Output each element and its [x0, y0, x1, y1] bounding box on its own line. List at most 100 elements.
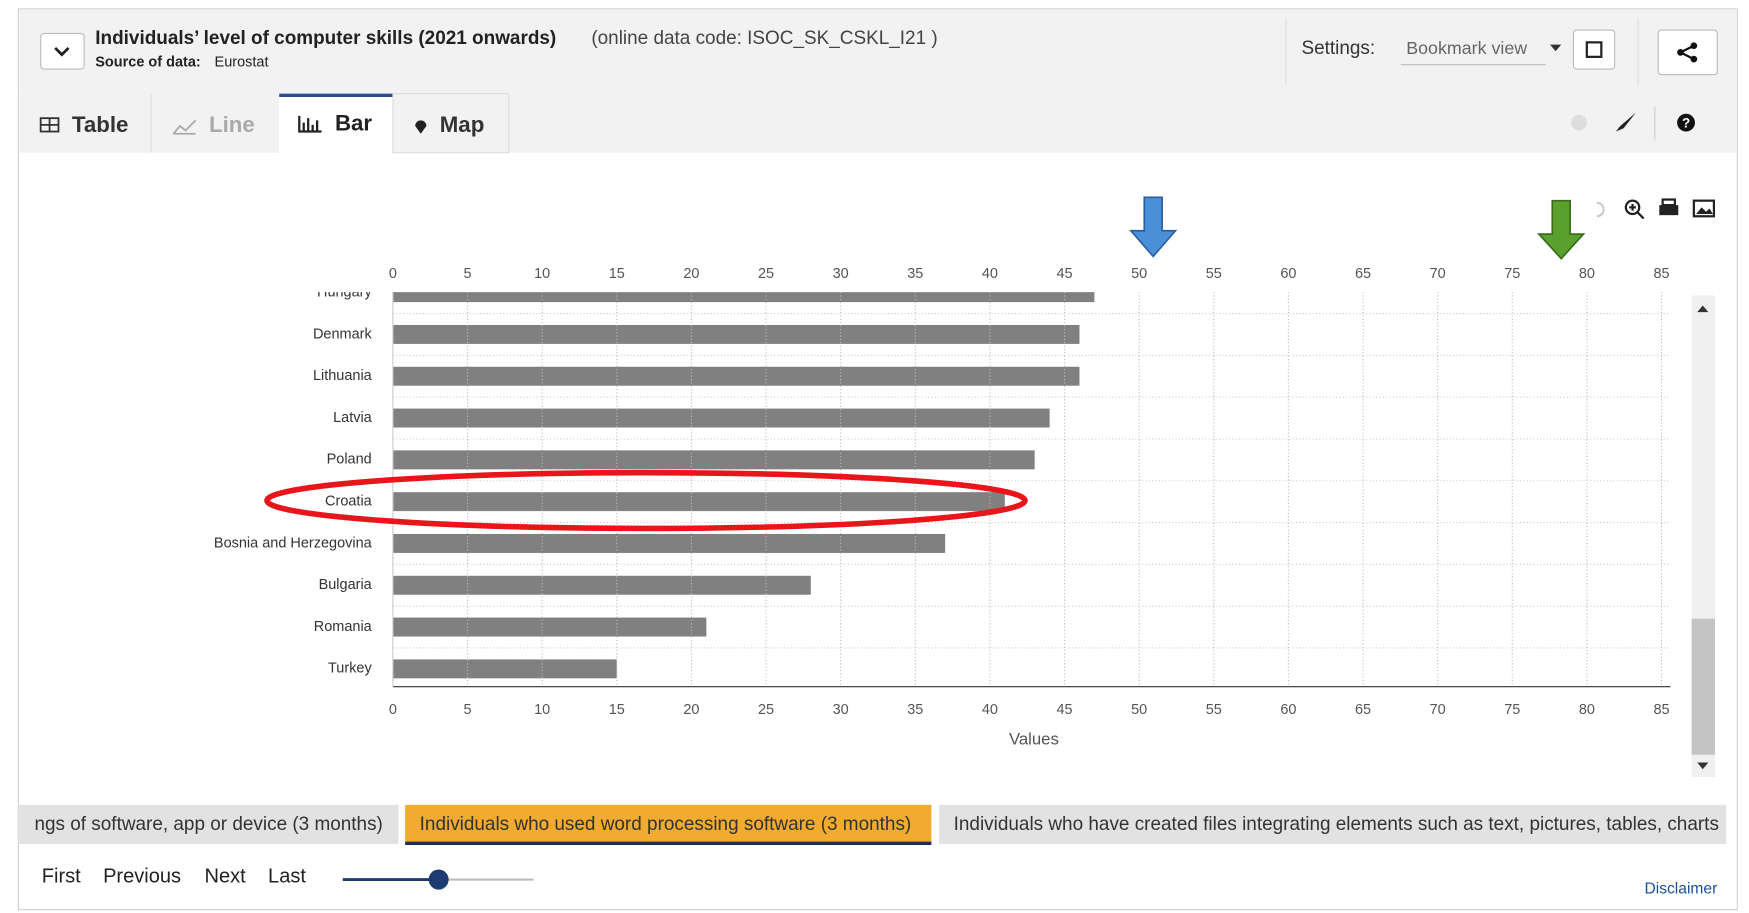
y-tick-label: Denmark — [313, 326, 373, 342]
x-tick-label: 35 — [907, 702, 923, 718]
x-tick-label: 30 — [833, 702, 849, 718]
x-tick-label: 5 — [464, 702, 472, 718]
dataset-tab[interactable] — [18, 804, 399, 844]
y-tick-label: Turkey — [328, 661, 372, 677]
tab-bar — [19, 93, 1737, 153]
slider-knob[interactable] — [428, 869, 449, 890]
x-tick-label: 40 — [982, 702, 998, 718]
bar — [392, 324, 1080, 344]
data-code: (online data code: ISOC_SK_CSKL_I21 ) — [591, 28, 937, 49]
dropdown-icon — [1550, 44, 1562, 52]
bar — [392, 492, 1005, 512]
dataset-tab-label[interactable]: Individuals who have created files integ… — [954, 814, 1719, 835]
help-icon[interactable] — [1677, 113, 1695, 132]
settings-select[interactable]: Bookmark view — [1406, 38, 1527, 58]
x-tick-label: 15 — [609, 266, 625, 282]
save-button[interactable] — [1572, 29, 1616, 70]
x-tick-label: 15 — [609, 702, 625, 718]
x-tick-label: 85 — [1653, 266, 1669, 282]
scroll-up[interactable] — [1697, 305, 1709, 313]
bar — [392, 292, 1095, 303]
y-tick-label: Croatia — [325, 493, 373, 509]
blue-arrow — [1129, 196, 1178, 258]
disclaimer-link[interactable]: Disclaimer — [1644, 881, 1717, 898]
undo-icon[interactable] — [1596, 201, 1605, 218]
dataset-tab-active[interactable] — [405, 804, 932, 844]
x-tick-label: 25 — [758, 266, 774, 282]
x-tick-label: 20 — [683, 702, 699, 718]
brush-icon[interactable] — [1615, 112, 1636, 132]
y-tick-label: Romania — [314, 619, 373, 635]
x-tick-label: 20 — [683, 266, 699, 282]
x-tick-label: 80 — [1579, 266, 1595, 282]
active-tab-indicator — [279, 93, 393, 97]
x-tick-label: 45 — [1056, 266, 1072, 282]
scroll-down[interactable] — [1697, 762, 1709, 770]
y-tick-label: Bosnia and Herzegovina — [214, 535, 373, 551]
y-tick-label: Bulgaria — [319, 577, 373, 593]
collapse-button[interactable] — [40, 32, 85, 70]
x-tick-label: 45 — [1056, 702, 1072, 718]
page-previous[interactable]: Previous — [103, 866, 181, 888]
palette-icon[interactable] — [1571, 114, 1587, 131]
x-tick-label: 10 — [534, 266, 550, 282]
x-axis-title: Values — [1009, 730, 1059, 749]
bar-icon — [298, 115, 322, 133]
x-tick-label: 85 — [1653, 702, 1669, 718]
x-tick-label: 35 — [907, 266, 923, 282]
help-glyph: ? — [1682, 115, 1690, 130]
table-icon — [39, 117, 60, 133]
x-tick-label: 0 — [389, 702, 397, 718]
tab-label[interactable]: Bar — [335, 111, 372, 136]
print-icon[interactable] — [1659, 198, 1679, 216]
x-tick-label: 30 — [833, 266, 849, 282]
title: Individuals’ level of computer skills (2… — [95, 28, 556, 49]
bar — [392, 366, 1080, 386]
x-tick-label: 70 — [1430, 702, 1446, 718]
x-tick-label: 10 — [534, 702, 550, 718]
page-first[interactable]: First — [42, 866, 81, 888]
tab[interactable] — [392, 93, 510, 154]
image-icon[interactable] — [1692, 199, 1716, 218]
x-tick-label: 60 — [1280, 702, 1296, 718]
dataset-tab-label[interactable]: Individuals who used word processing sof… — [420, 814, 912, 835]
dataset-tab[interactable] — [939, 804, 1727, 844]
scrollbar-thumb[interactable] — [1691, 618, 1716, 755]
bar — [392, 450, 1035, 470]
map-icon — [415, 120, 427, 134]
x-tick-label: 50 — [1131, 702, 1147, 718]
header-bar — [19, 10, 1737, 94]
bar — [392, 533, 946, 553]
y-tick-label: Poland — [327, 452, 372, 468]
plot-area: Hungary Denmark Lithuania Latvia Poland Croat… — [214, 284, 1671, 679]
x-tick-label: 55 — [1206, 266, 1222, 282]
x-tick-label: 0 — [389, 266, 397, 282]
x-tick-label: 50 — [1131, 266, 1147, 282]
share-button[interactable] — [1657, 29, 1718, 76]
zoom-icon[interactable] — [1624, 199, 1645, 220]
x-tick-label: 65 — [1355, 702, 1371, 718]
x-tick-label: 55 — [1206, 702, 1222, 718]
y-tick-label: Lithuania — [313, 368, 373, 384]
bar — [392, 408, 1050, 428]
page-next[interactable]: Next — [205, 866, 247, 888]
source: Eurostat — [215, 54, 269, 70]
dataset-tab-label[interactable]: ngs of software, app or device (3 months… — [34, 814, 382, 835]
tab-label[interactable]: Map — [440, 112, 485, 137]
bar-chart: Hungary Denmark Lithuania Latvia Poland Croat… — [214, 266, 1671, 749]
x-tick-label: 60 — [1280, 266, 1296, 282]
tab-label[interactable]: Table — [72, 112, 129, 137]
x-tick-label: 5 — [464, 266, 472, 282]
page-last[interactable]: Last — [268, 866, 306, 888]
green-arrow — [1537, 199, 1586, 260]
share-icon — [1677, 42, 1698, 63]
x-tick-label: 65 — [1355, 266, 1371, 282]
x-tick-label: 80 — [1579, 702, 1595, 718]
y-tick-label: Hungary — [317, 284, 373, 300]
bar — [392, 617, 707, 637]
settings-label: Settings: — [1301, 38, 1375, 59]
tab-label[interactable]: Line — [209, 112, 255, 137]
x-tick-label: 70 — [1430, 266, 1446, 282]
highlight-ellipse — [264, 469, 1028, 532]
